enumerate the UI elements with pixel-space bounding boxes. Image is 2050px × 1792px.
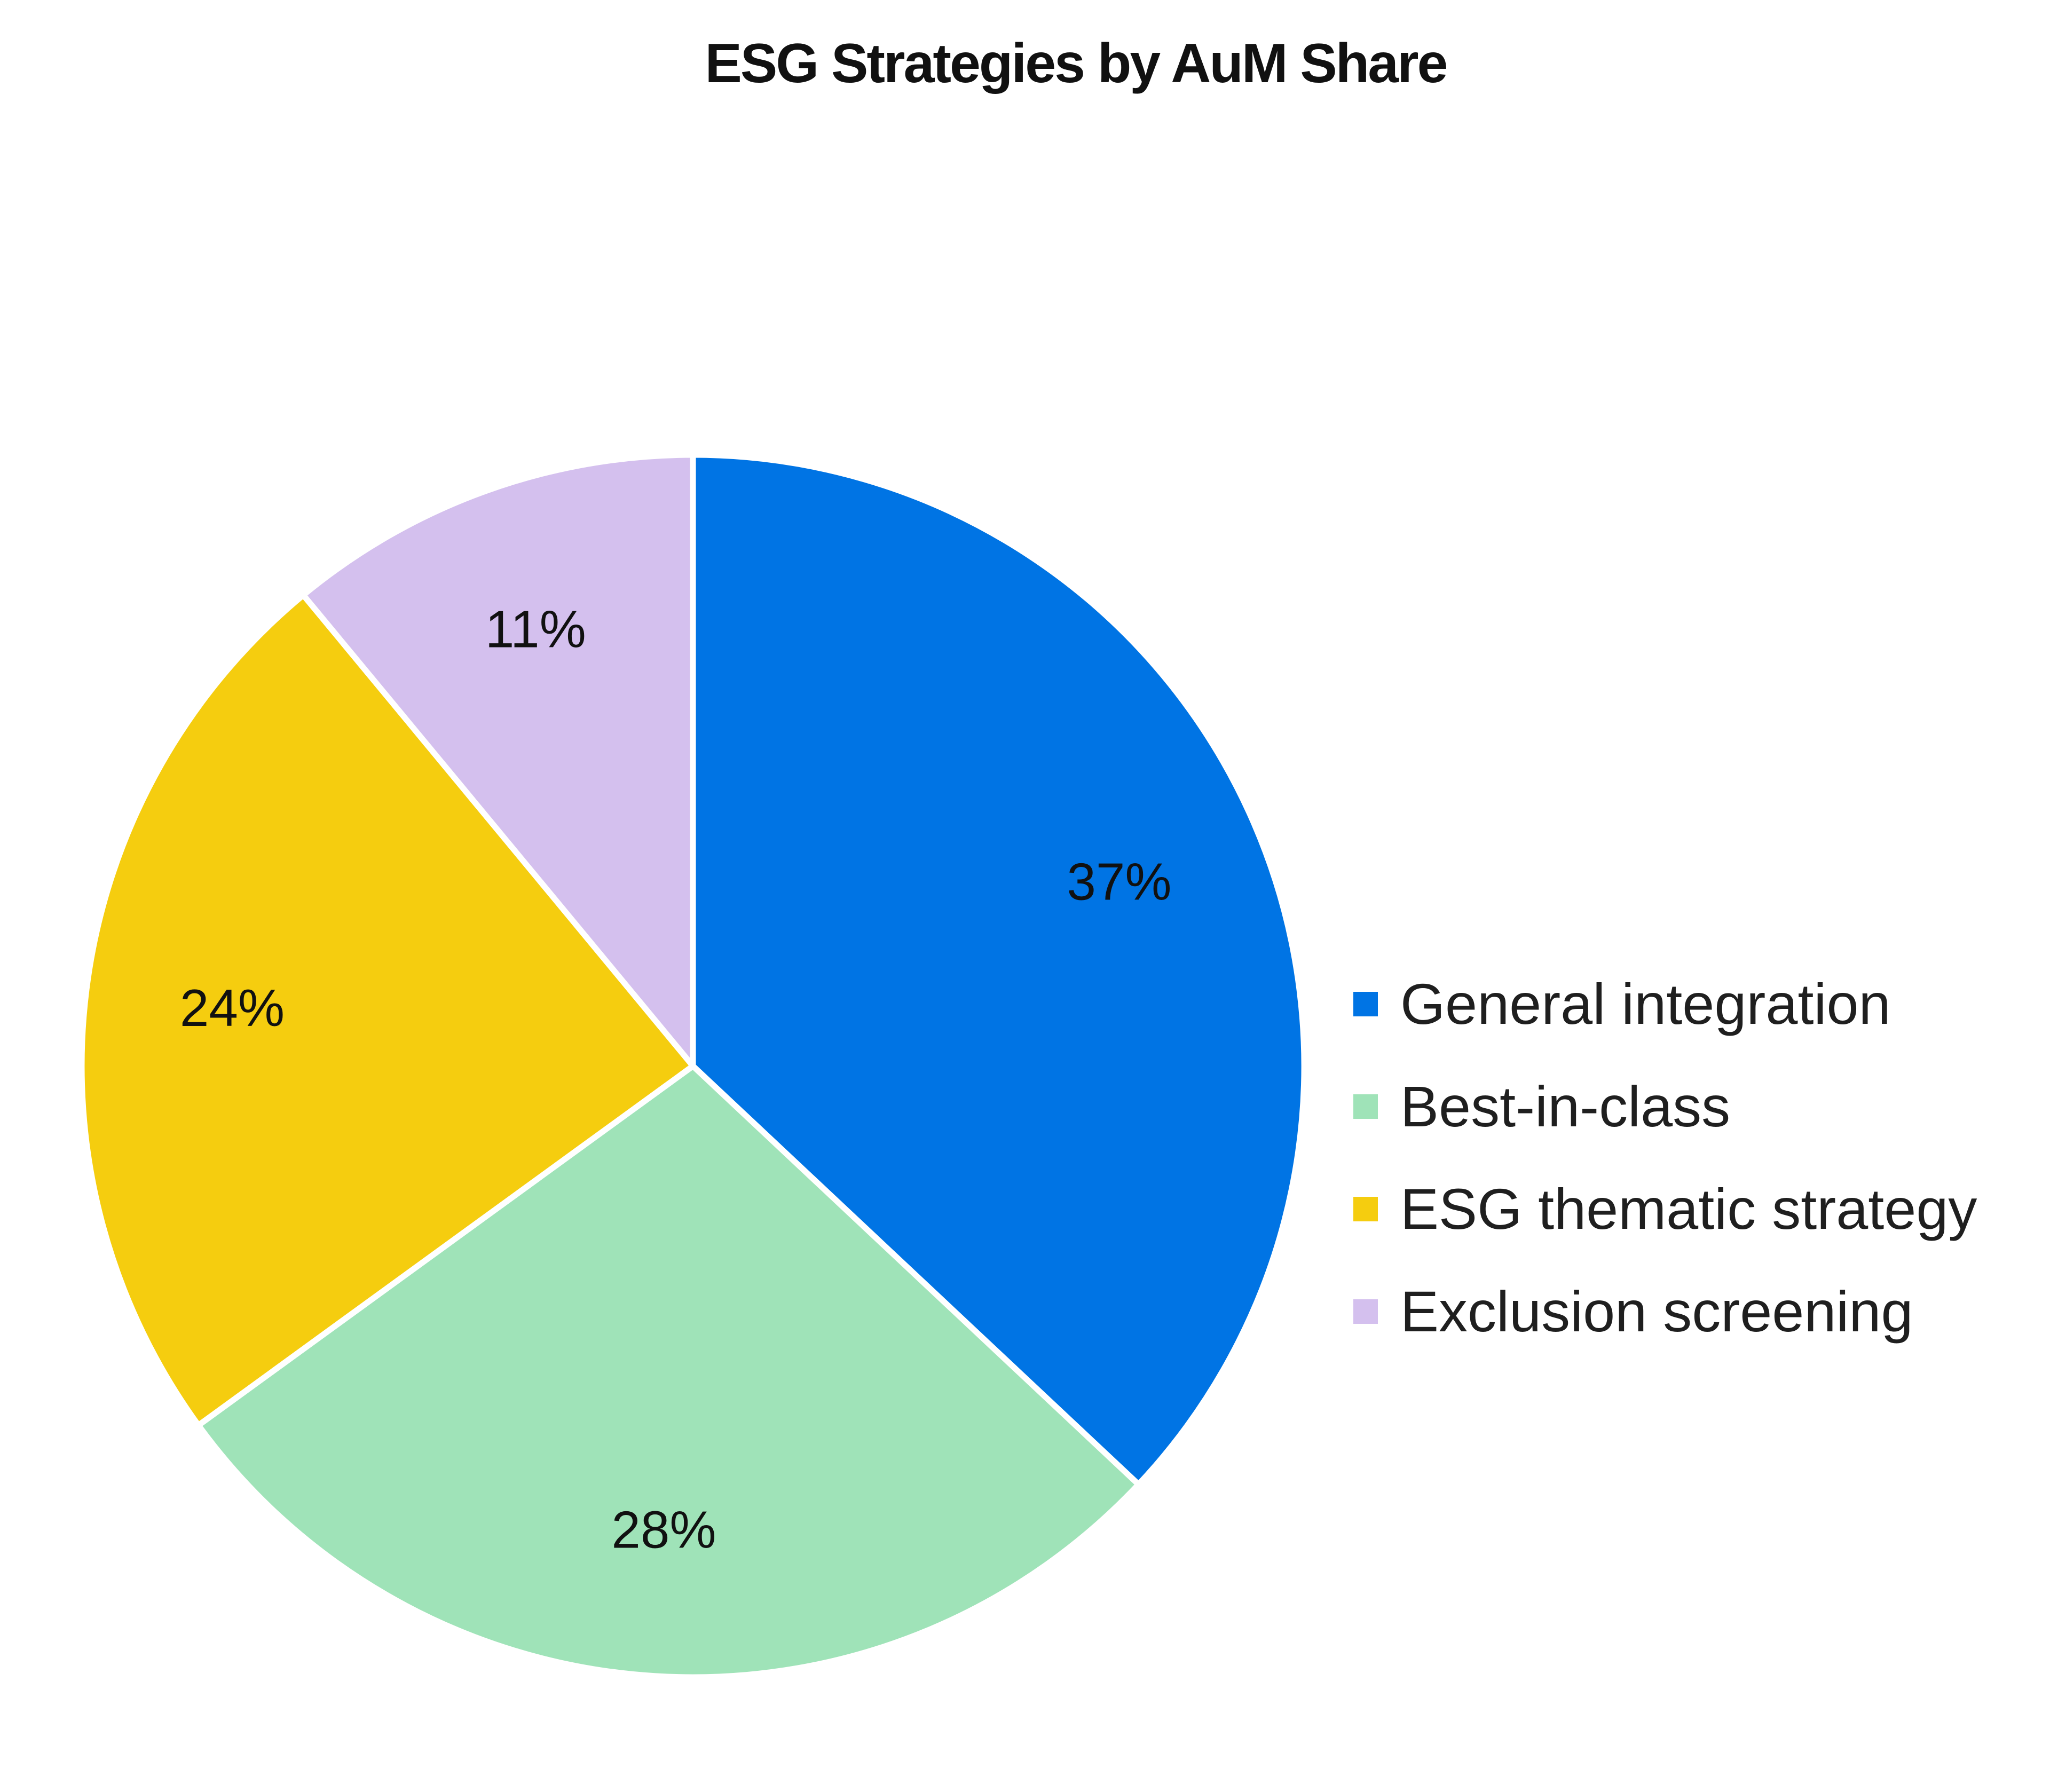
legend-item: General integration [1353, 953, 1977, 1055]
legend-label: Exclusion screening [1400, 1279, 1913, 1344]
legend-swatch [1353, 1197, 1378, 1221]
legend-label: General integration [1400, 972, 1891, 1036]
legend: General integration Best-in-class ESG them… [1353, 953, 1977, 1363]
legend-item: Best-in-class [1353, 1055, 1977, 1158]
pie-slice-esg-thematic-strategy [78, 592, 696, 1428]
slice-label: 24% [180, 978, 285, 1037]
legend-swatch [1353, 1299, 1378, 1324]
legend-swatch [1353, 992, 1378, 1016]
pie-slice-labels: 37% 28% 24% 11% [180, 599, 1172, 1559]
pie-slices [78, 452, 1307, 1680]
slice-label: 11% [485, 599, 586, 658]
pie-slice-best-in-class [195, 1063, 1142, 1680]
pie-slice-exclusion-screening [300, 452, 696, 1069]
legend-item: Exclusion screening [1353, 1260, 1977, 1363]
legend-label: Best-in-class [1400, 1074, 1731, 1139]
legend-item: ESG thematic strategy [1353, 1158, 1977, 1260]
slice-label: 37% [1067, 852, 1171, 911]
legend-label: ESG thematic strategy [1400, 1177, 1977, 1241]
slice-label: 28% [611, 1500, 716, 1559]
legend-swatch [1353, 1094, 1378, 1119]
chart-title: ESG Strategies by AuM Share [705, 33, 1448, 94]
pie-slice-general-integration [690, 452, 1307, 1488]
